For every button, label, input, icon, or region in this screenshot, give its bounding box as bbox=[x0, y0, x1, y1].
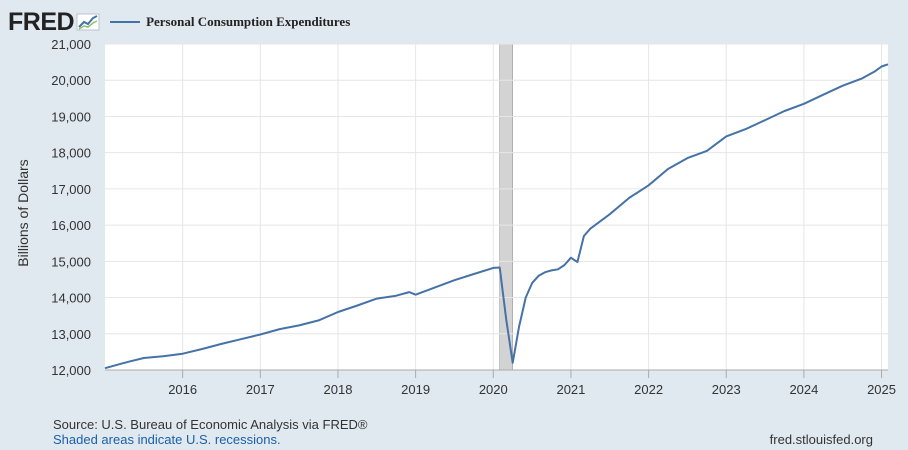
y-tick-label: 15,000 bbox=[51, 254, 91, 269]
y-tick-label: 14,000 bbox=[51, 291, 91, 306]
x-tick-label: 2017 bbox=[246, 382, 275, 397]
y-tick-label: 16,000 bbox=[51, 218, 91, 233]
chart-footer: Source: U.S. Bureau of Economic Analysis… bbox=[53, 417, 367, 447]
x-tick-label: 2016 bbox=[168, 382, 197, 397]
chart-header: FRED Personal Consumption Expenditures bbox=[8, 8, 350, 36]
x-tick-label: 2020 bbox=[479, 382, 508, 397]
y-axis-ticks: 12,000 13,000 14,000 15,000 16,000 17,000 18,0… bbox=[51, 37, 91, 378]
series-layer bbox=[104, 63, 889, 370]
y-tick-label: 21,000 bbox=[51, 37, 91, 52]
gridlines bbox=[105, 43, 888, 370]
x-tick-label: 2023 bbox=[712, 382, 741, 397]
site-link[interactable]: fred.stlouisfed.org bbox=[769, 432, 873, 447]
plot-area bbox=[105, 44, 888, 370]
source-note: Source: U.S. Bureau of Economic Analysis… bbox=[53, 417, 368, 432]
x-tick-label: 2025 bbox=[867, 382, 896, 397]
x-tick-label: 2021 bbox=[556, 382, 585, 397]
series-line-pce bbox=[104, 63, 889, 370]
x-tick-label: 2024 bbox=[789, 382, 818, 397]
y-tick-label: 12,000 bbox=[51, 363, 91, 378]
y-tick-label: 13,000 bbox=[51, 327, 91, 342]
y-tick-label: 19,000 bbox=[51, 109, 91, 124]
recession-note-link[interactable]: Shaded areas indicate U.S. recessions. bbox=[53, 432, 281, 447]
x-tick-label: 2018 bbox=[324, 382, 353, 397]
legend-line bbox=[110, 21, 141, 23]
y-tick-label: 18,000 bbox=[51, 146, 91, 161]
y-tick-label: 20,000 bbox=[51, 73, 91, 88]
y-axis-label: Billions of Dollars bbox=[15, 159, 31, 266]
x-axis-ticks: 2016 2017 2018 2019 2020 2021 2022 2023 2024 2025 bbox=[105, 369, 896, 397]
fred-graph-icon bbox=[76, 13, 100, 31]
fred-logo: FRED bbox=[8, 7, 75, 36]
x-tick-label: 2022 bbox=[634, 382, 663, 397]
x-tick-label: 2019 bbox=[401, 382, 430, 397]
y-tick-label: 17,000 bbox=[51, 182, 91, 197]
legend-label: Personal Consumption Expenditures bbox=[146, 14, 351, 29]
